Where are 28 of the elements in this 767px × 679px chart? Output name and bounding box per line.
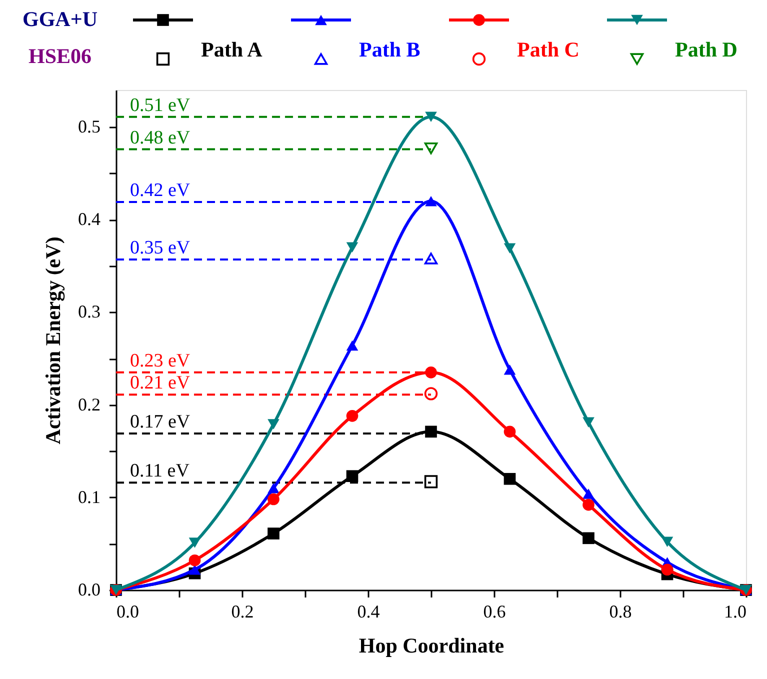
y-tick-label: 0.3 [78, 302, 100, 322]
legend-label: Path B [359, 38, 420, 62]
y-tick-label: 0.1 [78, 486, 100, 507]
x-tick-label: 0.6 [483, 602, 506, 622]
ref-line-label: 0.42 eV [130, 180, 190, 202]
x-tick-label: 0.4 [357, 602, 380, 622]
y-tick-label: 0.2 [78, 394, 100, 414]
x-axis-title: Hop Coordinate [358, 634, 504, 658]
ref-line-label: 0.17 eV [130, 412, 190, 433]
x-tick-label: 0.0 [116, 602, 139, 622]
ref-line-label: 0.35 eV [130, 237, 190, 258]
y-tick-label: 0.4 [78, 209, 100, 230]
ref-line-label: 0.23 eV [130, 350, 190, 372]
y-tick-label: 0.0 [78, 580, 100, 600]
ref-line-label: 0.21 eV [130, 372, 190, 394]
legend-label: Path A [201, 38, 264, 62]
legend-label: Path D [675, 38, 738, 62]
x-tick-label: 1.0 [724, 602, 746, 622]
x-tick-label: 0.2 [231, 602, 254, 622]
legend-title: GGA+U [22, 7, 98, 31]
ref-line-label: 0.11 eV [130, 460, 190, 482]
ref-line-label: 0.48 eV [130, 127, 190, 148]
legend-label: Path C [517, 38, 580, 62]
y-tick-label: 0.5 [78, 116, 100, 137]
text: HSE06 [28, 44, 92, 68]
y-axis-title: Activation Energy (eV) [41, 236, 65, 444]
x-tick-label: 0.8 [609, 602, 632, 622]
ref-line-label: 0.51 eV [130, 94, 190, 116]
